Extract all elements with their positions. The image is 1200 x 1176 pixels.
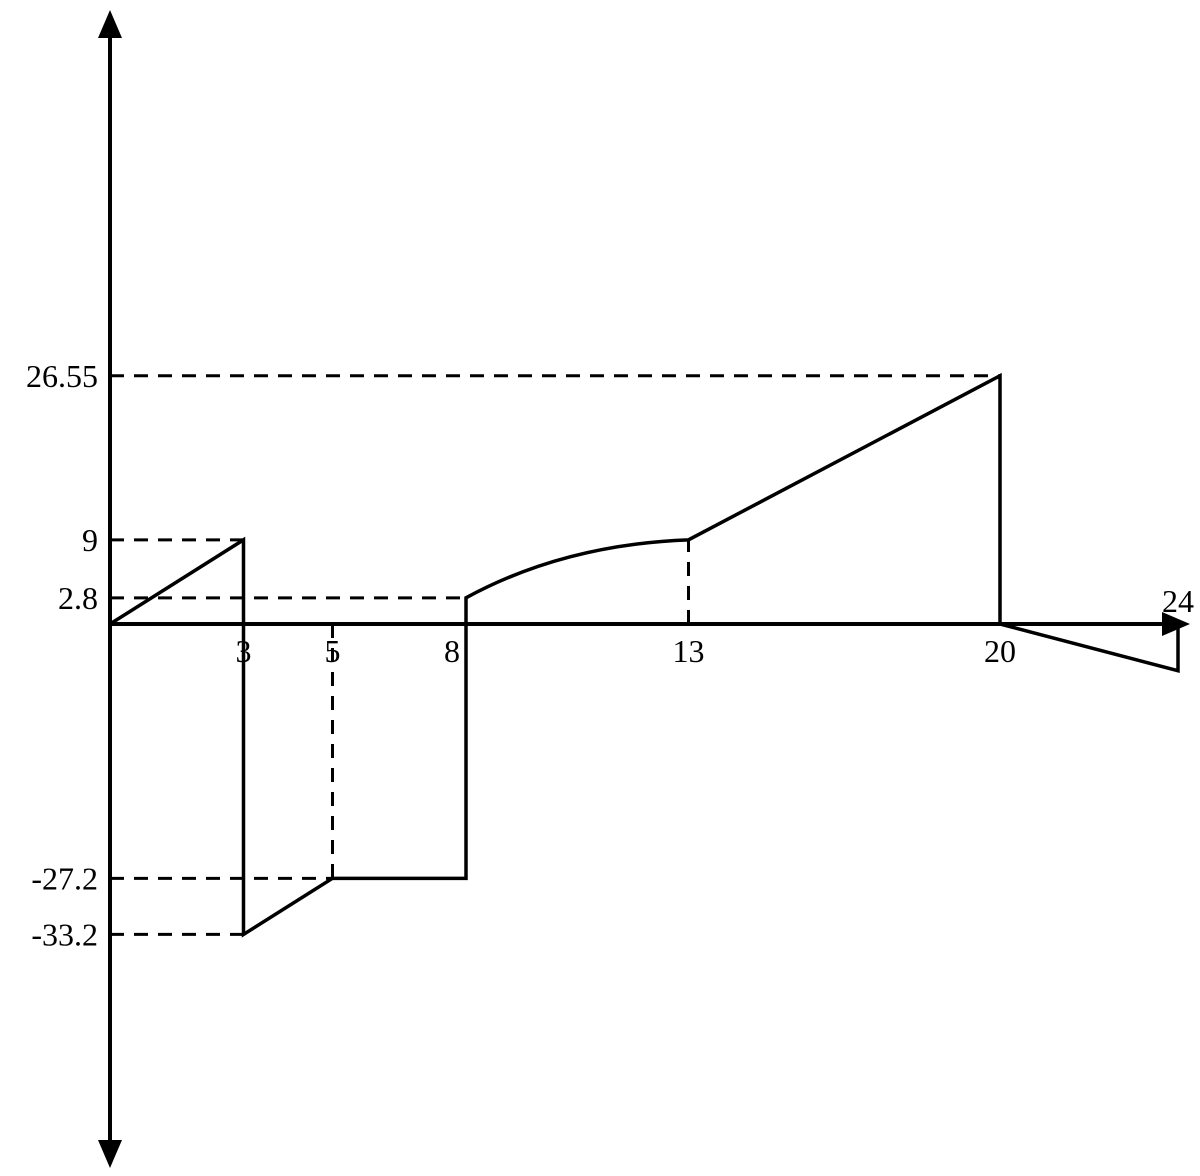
x-tick-label: 13 [673, 633, 705, 669]
axes [98, 10, 1190, 1168]
x-tick-label: 3 [236, 633, 252, 669]
y-axis-arrow-down [98, 1140, 122, 1168]
y-tick-label: 9 [82, 522, 98, 558]
x-tick-label: 8 [444, 633, 460, 669]
y-axis-arrow-up [98, 10, 122, 38]
x-tick-label: 5 [325, 633, 341, 669]
y-tick-label: -27.2 [31, 861, 98, 897]
piecewise-chart: 3 5 8 13 20 24 26.55 9 2.8 -27.2 -33.2 [0, 0, 1200, 1176]
x-tick-label: 20 [984, 633, 1016, 669]
y-tick-label: -33.2 [31, 917, 98, 953]
data-curve [110, 376, 1178, 935]
y-tick-label: 26.55 [26, 358, 98, 394]
x-tick-label: 24 [1162, 583, 1194, 619]
tick-labels: 3 5 8 13 20 24 26.55 9 2.8 -27.2 -33.2 [26, 358, 1194, 953]
y-tick-label: 2.8 [58, 580, 98, 616]
